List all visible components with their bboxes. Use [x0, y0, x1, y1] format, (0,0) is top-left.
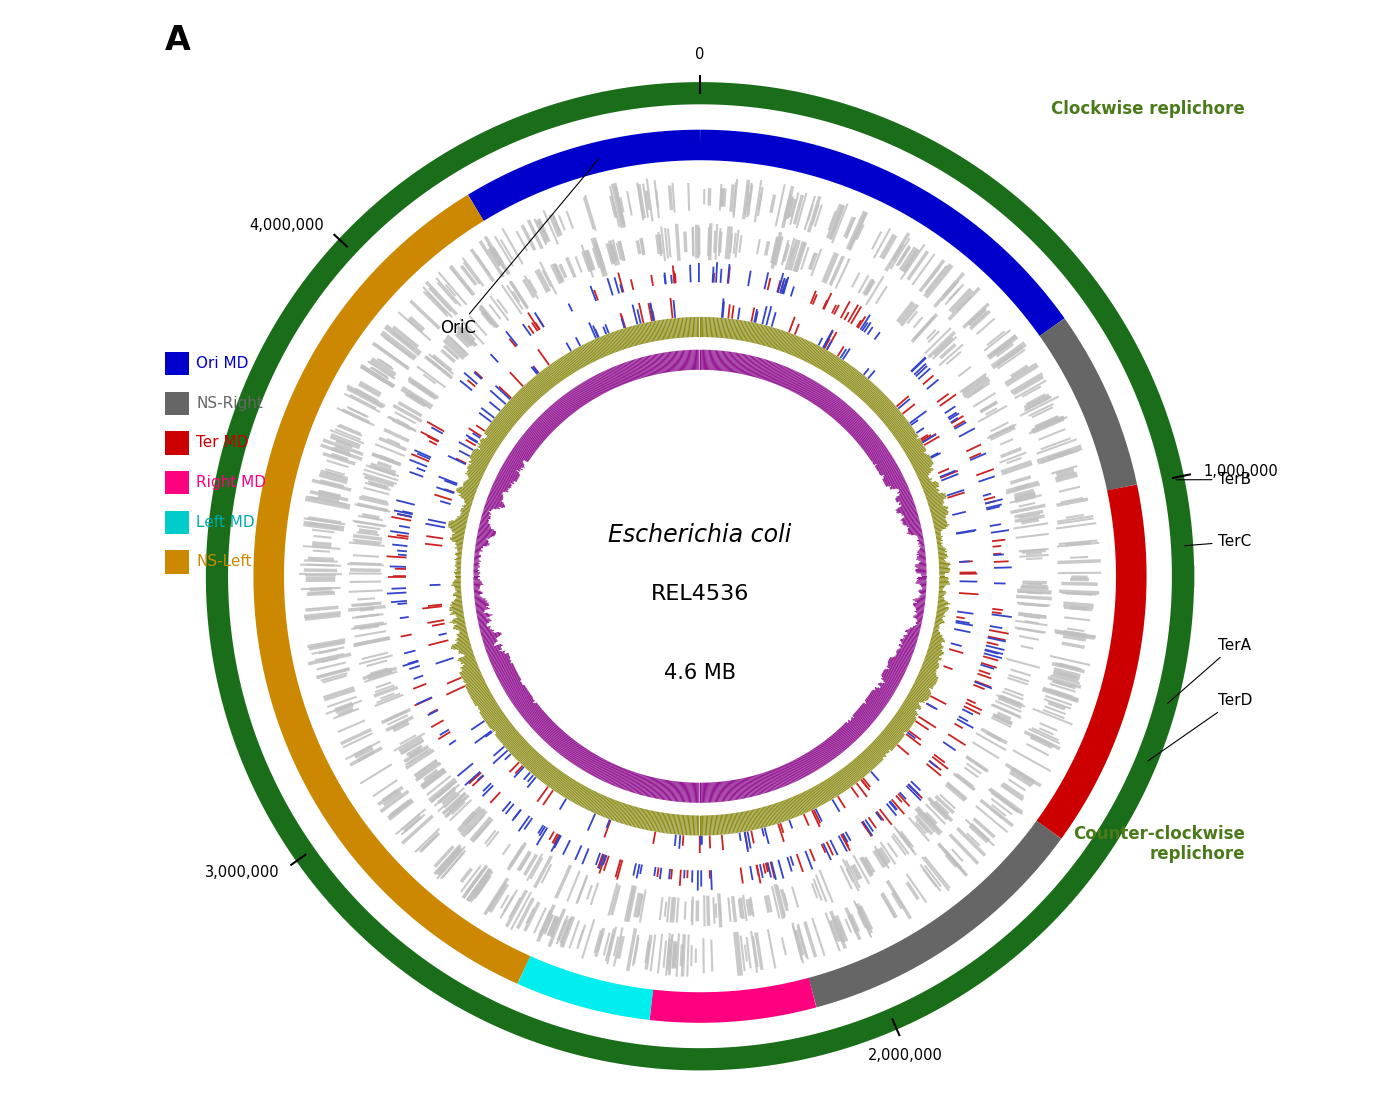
Text: 0: 0 [696, 47, 704, 63]
Text: 3,000,000: 3,000,000 [206, 865, 280, 880]
FancyBboxPatch shape [165, 511, 189, 534]
Text: OriC: OriC [440, 159, 599, 337]
Text: Ter MD: Ter MD [196, 435, 249, 451]
Text: Clockwise replichore: Clockwise replichore [1051, 101, 1245, 119]
Text: A: A [165, 25, 190, 57]
FancyBboxPatch shape [165, 391, 189, 415]
Text: NS-Right: NS-Right [196, 396, 263, 410]
Text: Escherichia coli: Escherichia coli [609, 523, 791, 547]
Text: TerD: TerD [1148, 693, 1252, 761]
FancyBboxPatch shape [165, 432, 189, 455]
Text: 4.6 MB: 4.6 MB [664, 663, 736, 683]
Text: REL4536: REL4536 [651, 584, 749, 604]
Text: Ori MD: Ori MD [196, 356, 249, 371]
Text: Left MD: Left MD [196, 514, 255, 530]
FancyBboxPatch shape [165, 550, 189, 574]
Text: Counter-clockwise
replichore: Counter-clockwise replichore [1074, 825, 1245, 863]
Text: 2,000,000: 2,000,000 [868, 1048, 942, 1063]
FancyBboxPatch shape [165, 471, 189, 494]
Text: TerB: TerB [1176, 472, 1250, 487]
Text: NS-Left: NS-Left [196, 555, 252, 569]
FancyBboxPatch shape [165, 352, 189, 376]
Text: TerA: TerA [1168, 637, 1250, 703]
Text: TerC: TerC [1184, 534, 1250, 549]
Text: Right MD: Right MD [196, 475, 266, 490]
Text: 4,000,000: 4,000,000 [249, 218, 325, 233]
Text: 1,000,000: 1,000,000 [1204, 464, 1278, 480]
